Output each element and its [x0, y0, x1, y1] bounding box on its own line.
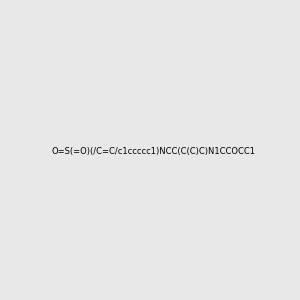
Text: O=S(=O)(/C=C/c1ccccc1)NCC(C(C)C)N1CCOCC1: O=S(=O)(/C=C/c1ccccc1)NCC(C(C)C)N1CCOCC1 [52, 147, 256, 156]
